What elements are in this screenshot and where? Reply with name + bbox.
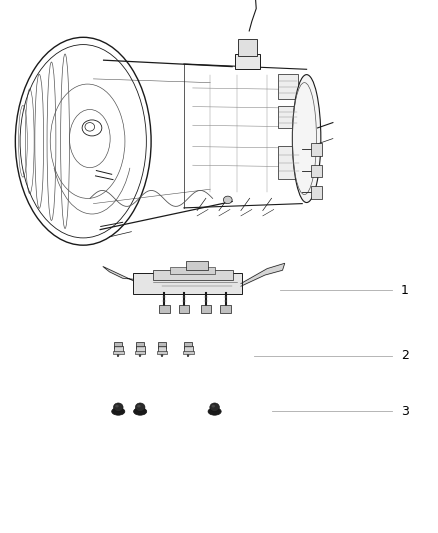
Polygon shape xyxy=(103,266,134,281)
FancyBboxPatch shape xyxy=(136,346,145,353)
Ellipse shape xyxy=(223,196,232,204)
Ellipse shape xyxy=(212,405,215,407)
Ellipse shape xyxy=(113,403,123,411)
Ellipse shape xyxy=(112,408,125,415)
Text: 3: 3 xyxy=(401,405,409,418)
FancyBboxPatch shape xyxy=(159,305,170,313)
FancyBboxPatch shape xyxy=(278,74,298,99)
Polygon shape xyxy=(241,263,285,286)
Ellipse shape xyxy=(115,405,119,407)
FancyBboxPatch shape xyxy=(135,351,145,354)
FancyBboxPatch shape xyxy=(136,342,144,348)
Ellipse shape xyxy=(208,408,221,415)
FancyBboxPatch shape xyxy=(170,267,215,274)
FancyBboxPatch shape xyxy=(114,346,123,353)
FancyBboxPatch shape xyxy=(183,351,194,354)
FancyBboxPatch shape xyxy=(158,342,166,348)
Text: 1: 1 xyxy=(401,284,409,297)
FancyBboxPatch shape xyxy=(158,346,166,353)
FancyBboxPatch shape xyxy=(114,342,122,348)
FancyBboxPatch shape xyxy=(311,165,322,177)
FancyBboxPatch shape xyxy=(311,143,322,156)
FancyBboxPatch shape xyxy=(113,351,124,354)
FancyBboxPatch shape xyxy=(184,342,192,348)
FancyBboxPatch shape xyxy=(133,273,242,294)
FancyBboxPatch shape xyxy=(220,305,231,313)
FancyBboxPatch shape xyxy=(157,351,167,354)
FancyBboxPatch shape xyxy=(186,261,208,270)
Ellipse shape xyxy=(137,405,141,407)
FancyBboxPatch shape xyxy=(278,146,300,179)
Ellipse shape xyxy=(292,75,321,203)
Ellipse shape xyxy=(210,403,219,411)
Ellipse shape xyxy=(134,408,147,415)
FancyBboxPatch shape xyxy=(278,106,298,128)
FancyBboxPatch shape xyxy=(235,54,260,69)
FancyBboxPatch shape xyxy=(153,270,233,280)
FancyBboxPatch shape xyxy=(201,305,211,313)
Ellipse shape xyxy=(135,403,145,411)
FancyBboxPatch shape xyxy=(311,186,322,199)
FancyBboxPatch shape xyxy=(179,305,189,313)
FancyBboxPatch shape xyxy=(238,39,257,56)
Text: 2: 2 xyxy=(401,349,409,362)
FancyBboxPatch shape xyxy=(184,346,193,353)
